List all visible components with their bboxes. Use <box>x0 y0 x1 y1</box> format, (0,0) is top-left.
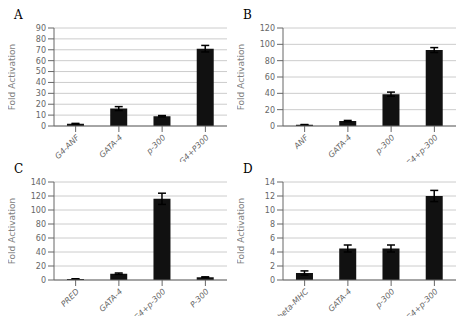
svg-text:120: 120 <box>31 192 46 201</box>
svg-text:0: 0 <box>270 276 275 285</box>
svg-text:60: 60 <box>36 57 46 66</box>
svg-text:14: 14 <box>265 178 275 187</box>
svg-text:10: 10 <box>36 111 46 120</box>
svg-text:0: 0 <box>270 122 275 131</box>
svg-text:60: 60 <box>265 73 275 82</box>
svg-text:80: 80 <box>36 220 46 229</box>
svg-text:Fold Activation: Fold Activation <box>237 198 246 265</box>
svg-text:ANF: ANF <box>292 133 311 152</box>
svg-text:GATA-4: GATA-4 <box>327 287 354 314</box>
svg-text:6: 6 <box>270 234 275 243</box>
svg-text:90: 90 <box>36 24 46 33</box>
svg-text:Fold Activation: Fold Activation <box>8 44 17 111</box>
svg-text:20: 20 <box>36 262 46 271</box>
svg-text:20: 20 <box>265 106 275 115</box>
svg-text:GATA-4: GATA-4 <box>98 287 125 314</box>
svg-text:100: 100 <box>31 206 46 215</box>
svg-text:30: 30 <box>36 89 46 98</box>
svg-text:50: 50 <box>36 67 46 76</box>
html-text:C: C <box>14 162 24 176</box>
svg-text:120: 120 <box>260 24 275 33</box>
svg-text:GATA-4: GATA-4 <box>98 133 125 160</box>
svg-text:20: 20 <box>36 100 46 109</box>
svg-text:Fold Activation: Fold Activation <box>8 198 17 265</box>
svg-text:G4+p-300: G4+p-300 <box>404 287 440 316</box>
svg-text:G4+p-300: G4+p-300 <box>132 287 168 316</box>
svg-text:4: 4 <box>270 248 275 257</box>
svg-text:10: 10 <box>265 206 275 215</box>
html-text:D: D <box>243 162 253 176</box>
svg-text:0: 0 <box>41 276 46 285</box>
svg-text:PRED: PRED <box>59 287 81 309</box>
svg-text:G4-ANF: G4-ANF <box>53 133 81 161</box>
svg-text:0: 0 <box>41 122 46 131</box>
svg-text:Fold Activation: Fold Activation <box>237 44 246 111</box>
svg-text:G4+P300: G4+P300 <box>178 133 211 162</box>
svg-text:140: 140 <box>31 178 46 187</box>
svg-text:P-300: P-300 <box>188 287 210 309</box>
svg-text:40: 40 <box>265 89 275 98</box>
svg-text:8: 8 <box>270 220 275 229</box>
svg-text:GATA-4: GATA-4 <box>327 133 354 160</box>
svg-text:2: 2 <box>270 262 275 271</box>
svg-text:100: 100 <box>260 40 275 49</box>
svg-text:60: 60 <box>36 234 46 243</box>
svg-text:p-300: p-300 <box>373 287 397 311</box>
svg-text:p-300: p-300 <box>144 133 168 157</box>
svg-text:12: 12 <box>265 192 275 201</box>
svg-text:40: 40 <box>36 248 46 257</box>
svg-text:80: 80 <box>265 57 275 66</box>
html-text:B: B <box>243 8 252 22</box>
svg-text:G4+p-300: G4+p-300 <box>404 133 440 162</box>
html-text:A: A <box>14 8 23 22</box>
svg-text:40: 40 <box>36 78 46 87</box>
svg-text:p-300: p-300 <box>373 133 397 157</box>
svg-text:80: 80 <box>36 35 46 44</box>
svg-text:70: 70 <box>36 46 46 55</box>
svg-text:beta-MHC: beta-MHC <box>276 287 311 316</box>
